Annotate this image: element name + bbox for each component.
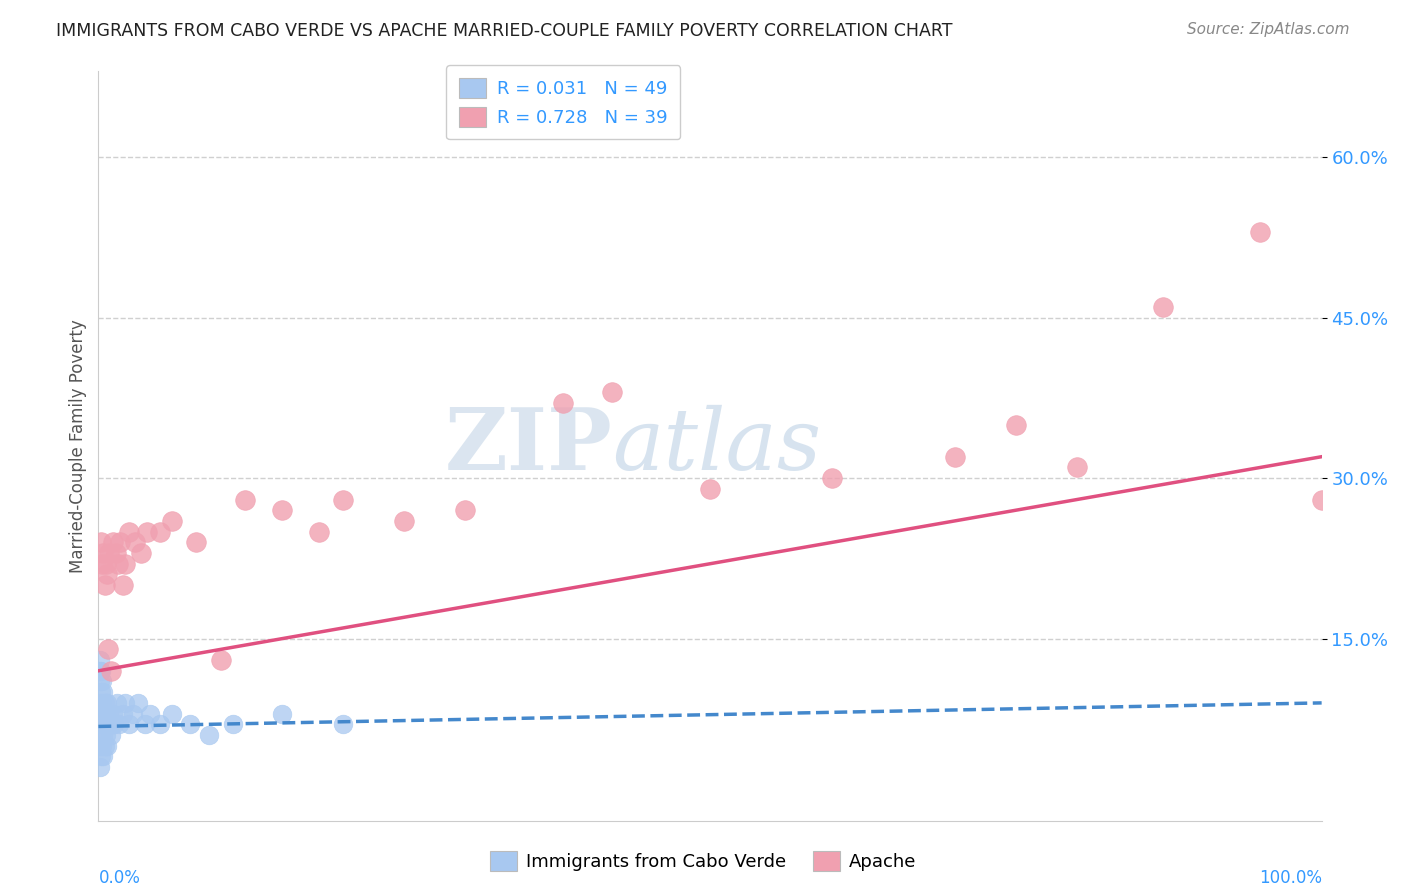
Point	[197, 728, 219, 742]
Text: Source: ZipAtlas.com: Source: ZipAtlas.com	[1187, 22, 1350, 37]
Point	[136, 524, 159, 539]
Point	[93, 696, 115, 710]
Point	[111, 578, 134, 592]
Point	[270, 706, 294, 721]
Legend: Immigrants from Cabo Verde, Apache: Immigrants from Cabo Verde, Apache	[482, 844, 924, 879]
Text: ZIP: ZIP	[444, 404, 612, 488]
Point	[89, 664, 111, 678]
Point	[222, 717, 245, 731]
Point	[110, 535, 132, 549]
Point	[124, 535, 146, 549]
Point	[821, 471, 844, 485]
Point	[454, 503, 477, 517]
Point	[600, 385, 623, 400]
Point	[98, 546, 121, 560]
Point	[1004, 417, 1026, 432]
Point	[105, 696, 128, 710]
Point	[179, 717, 201, 731]
Point	[332, 492, 354, 507]
Point	[96, 567, 118, 582]
Point	[90, 706, 112, 721]
Point	[89, 696, 111, 710]
Point	[107, 557, 129, 571]
Text: 0.0%: 0.0%	[98, 870, 141, 888]
Point	[100, 664, 122, 678]
Point	[94, 557, 117, 571]
Point	[108, 717, 131, 731]
Point	[97, 642, 120, 657]
Point	[91, 706, 114, 721]
Point	[118, 717, 141, 731]
Point	[93, 717, 115, 731]
Point	[94, 728, 117, 742]
Point	[209, 653, 232, 667]
Text: IMMIGRANTS FROM CABO VERDE VS APACHE MARRIED-COUPLE FAMILY POVERTY CORRELATION C: IMMIGRANTS FROM CABO VERDE VS APACHE MAR…	[56, 22, 953, 40]
Point	[91, 696, 114, 710]
Point	[89, 674, 111, 689]
Point	[91, 685, 114, 699]
Point	[160, 706, 183, 721]
Point	[91, 749, 114, 764]
Point	[149, 717, 172, 731]
Point	[93, 739, 115, 753]
Point	[94, 706, 117, 721]
Point	[89, 760, 111, 774]
Point	[943, 450, 966, 464]
Point	[114, 696, 136, 710]
Point	[89, 739, 111, 753]
Point	[139, 706, 162, 721]
Point	[90, 728, 112, 742]
Point	[129, 546, 152, 560]
Point	[553, 396, 575, 410]
Point	[1310, 492, 1333, 507]
Point	[91, 728, 114, 742]
Text: 100.0%: 100.0%	[1258, 870, 1322, 888]
Point	[270, 503, 294, 517]
Point	[96, 696, 118, 710]
Point	[90, 664, 112, 678]
Point	[1152, 300, 1174, 314]
Point	[90, 749, 112, 764]
Point	[91, 717, 114, 731]
Point	[91, 546, 114, 560]
Point	[101, 717, 124, 731]
Point	[93, 578, 115, 592]
Point	[392, 514, 416, 528]
Point	[89, 717, 111, 731]
Point	[160, 514, 183, 528]
Point	[332, 717, 354, 731]
Point	[1066, 460, 1088, 475]
Text: atlas: atlas	[612, 405, 821, 487]
Point	[111, 706, 134, 721]
Point	[101, 535, 124, 549]
Point	[103, 717, 125, 731]
Point	[96, 739, 118, 753]
Point	[90, 685, 112, 699]
Point	[127, 696, 149, 710]
Point	[134, 717, 156, 731]
Point	[1249, 225, 1271, 239]
Point	[121, 706, 143, 721]
Point	[114, 557, 136, 571]
Point	[308, 524, 330, 539]
Point	[98, 706, 121, 721]
Point	[101, 706, 124, 721]
Point	[91, 557, 114, 571]
Point	[104, 546, 127, 560]
Legend: R = 0.031   N = 49, R = 0.728   N = 39: R = 0.031 N = 49, R = 0.728 N = 39	[446, 65, 681, 139]
Point	[100, 728, 122, 742]
Point	[91, 674, 114, 689]
Point	[89, 653, 111, 667]
Point	[186, 535, 208, 549]
Point	[118, 524, 141, 539]
Point	[699, 482, 721, 496]
Point	[97, 717, 120, 731]
Point	[233, 492, 256, 507]
Point	[149, 524, 172, 539]
Y-axis label: Married-Couple Family Poverty: Married-Couple Family Poverty	[69, 319, 87, 573]
Point	[91, 739, 114, 753]
Point	[90, 535, 112, 549]
